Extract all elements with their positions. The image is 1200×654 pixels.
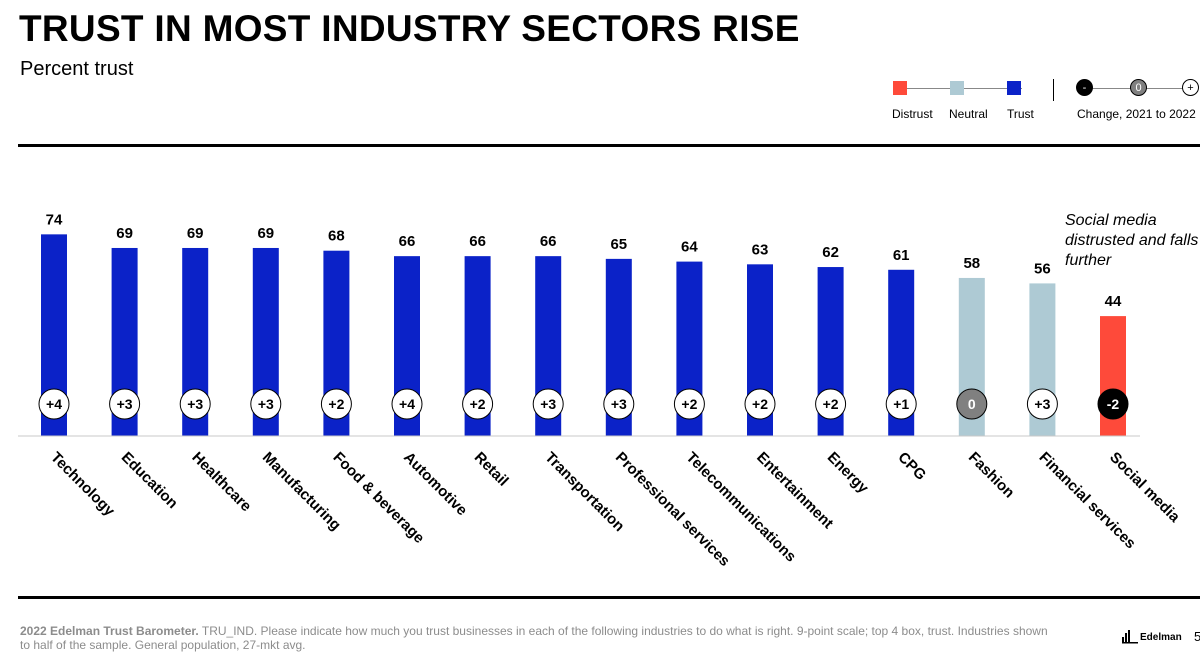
change-badge-retail (462, 388, 494, 420)
page-number: 5 (1194, 629, 1200, 644)
footer-text: TRU_IND. Please indicate how much you tr… (20, 624, 1048, 652)
value-label-fashion: 58 (963, 255, 980, 272)
value-label-entertainment: 63 (752, 241, 769, 258)
change-negative-icon: - (1076, 79, 1093, 96)
change-badge-financial-services (1026, 388, 1058, 420)
change-badge-technology (38, 388, 70, 420)
change-badge-social-media (1097, 388, 1129, 420)
category-label-healthcare: Healthcare (188, 449, 254, 515)
value-label-telecommunications: 64 (681, 239, 698, 256)
change-badge-education (109, 388, 141, 420)
change-badge-cpg (885, 388, 917, 420)
change-badge-manufacturing (250, 388, 282, 420)
legend-trust-label: Trust (1007, 107, 1034, 121)
page-title: TRUST IN MOST INDUSTRY SECTORS RISE (19, 8, 800, 49)
change-label-cpg: +1 (893, 396, 909, 412)
legend-change-label: Change, 2021 to 2022 (1077, 107, 1196, 121)
change-label-financial-services: +3 (1034, 396, 1050, 412)
change-label-telecommunications: +2 (681, 396, 697, 412)
legend-separator (1053, 79, 1054, 101)
value-label-social-media: 44 (1105, 293, 1122, 310)
category-label-fashion: Fashion (965, 449, 1018, 502)
edelman-logo-icon (1122, 630, 1138, 644)
change-label-automotive: +4 (399, 396, 415, 412)
change-label-transportation: +3 (540, 396, 556, 412)
legend-neutral-label: Neutral (949, 107, 988, 121)
change-badge-healthcare (179, 388, 211, 420)
value-label-retail: 66 (469, 233, 486, 250)
social-media-annotation: Social media distrusted and falls furthe… (1065, 212, 1199, 269)
change-badge-professional-services (603, 388, 635, 420)
value-label-cpg: 61 (893, 247, 910, 264)
distrust-swatch (893, 81, 907, 95)
change-label-retail: +2 (470, 396, 486, 412)
change-label-social-media: -2 (1107, 396, 1120, 412)
category-label-education: Education (118, 449, 181, 512)
change-label-energy: +2 (823, 396, 839, 412)
bar-chart: 74 +4 Technology 69 +3 Education 69 +3 Healthcar… (18, 211, 1184, 570)
chart-subtitle: Percent trust (20, 58, 134, 80)
trust-swatch (1007, 81, 1021, 95)
change-badge-energy (815, 388, 847, 420)
value-label-education: 69 (116, 225, 133, 242)
change-badge-transportation (532, 388, 564, 420)
change-positive-icon: + (1182, 79, 1199, 96)
change-label-technology: +4 (46, 396, 62, 412)
neutral-swatch (950, 81, 964, 95)
category-label-cpg: CPG (894, 449, 929, 484)
change-label-food-beverage: +2 (328, 396, 344, 412)
category-label-energy: Energy (824, 449, 872, 497)
change-badge-entertainment (744, 388, 776, 420)
legend: Distrust Neutral Trust - 0 + Change, 202… (885, 76, 1200, 126)
change-label-education: +3 (117, 396, 133, 412)
change-badge-automotive (391, 388, 423, 420)
legend-distrust-label: Distrust (892, 107, 933, 121)
value-label-energy: 62 (822, 244, 839, 261)
category-label-retail: Retail (471, 449, 512, 490)
footer-note: 2022 Edelman Trust Barometer. TRU_IND. P… (20, 624, 1050, 652)
value-label-manufacturing: 69 (257, 225, 274, 242)
change-badge-fashion (956, 388, 988, 420)
value-label-food-beverage: 68 (328, 228, 345, 245)
change-label-entertainment: +2 (752, 396, 768, 412)
value-label-technology: 74 (46, 211, 63, 228)
category-label-professional-services: Professional services (612, 449, 733, 570)
value-label-automotive: 66 (399, 233, 416, 250)
value-label-transportation: 66 (540, 233, 557, 250)
bottom-divider (18, 596, 1200, 599)
value-label-financial-services: 56 (1034, 260, 1051, 277)
category-label-technology: Technology (47, 449, 118, 520)
category-label-automotive: Automotive (400, 449, 470, 519)
change-label-professional-services: +3 (611, 396, 627, 412)
top-divider (18, 144, 1200, 147)
change-badge-telecommunications (673, 388, 705, 420)
change-zero-icon: 0 (1130, 79, 1147, 96)
change-label-manufacturing: +3 (258, 396, 274, 412)
change-label-fashion: 0 (968, 396, 976, 412)
change-label-healthcare: +3 (187, 396, 203, 412)
footer-source: 2022 Edelman Trust Barometer. (20, 624, 199, 638)
category-label-social-media: Social media (1106, 449, 1183, 526)
change-badge-food-beverage (320, 388, 352, 420)
edelman-logo: Edelman (1122, 630, 1182, 644)
value-label-healthcare: 69 (187, 225, 204, 242)
value-label-professional-services: 65 (610, 236, 627, 253)
brand-name: Edelman (1140, 631, 1182, 643)
